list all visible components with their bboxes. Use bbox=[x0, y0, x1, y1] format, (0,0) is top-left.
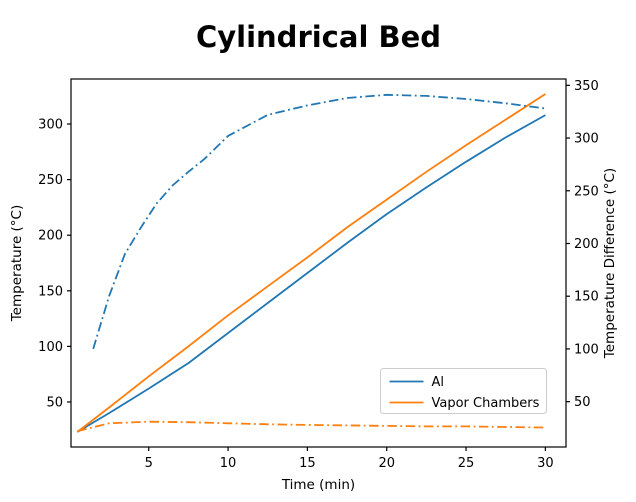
x-tick-label: 15 bbox=[299, 456, 316, 471]
left-y-tick-label: 200 bbox=[38, 229, 63, 244]
left-y-tick-label: 50 bbox=[46, 395, 63, 410]
right-y-tick-label: 200 bbox=[574, 237, 599, 252]
series-line-al-temperature-difference bbox=[92, 93, 546, 350]
x-axis-label: Time (min) bbox=[281, 477, 355, 493]
right-y-tick-label: 250 bbox=[574, 184, 599, 199]
x-tick-label: 10 bbox=[220, 456, 237, 471]
left-y-axis-label: Temperature (°C) bbox=[9, 205, 25, 323]
series-line-al bbox=[76, 114, 546, 433]
x-tick-label: 30 bbox=[537, 456, 554, 471]
legend-label-al: Al bbox=[432, 375, 445, 390]
right-y-tick-label: 50 bbox=[574, 395, 591, 410]
right-y-tick-label: 100 bbox=[574, 342, 599, 357]
left-y-tick-label: 100 bbox=[38, 340, 63, 355]
right-y-axis-label: Temperature Difference (°C) bbox=[602, 168, 618, 359]
left-y-tick-label: 250 bbox=[38, 173, 63, 188]
chart-title: Cylindrical Bed bbox=[195, 20, 442, 54]
right-y-tick-label: 350 bbox=[574, 79, 599, 94]
left-y-tick-label: 150 bbox=[38, 284, 63, 299]
x-tick-label: 5 bbox=[145, 456, 153, 471]
right-y-tick-label: 300 bbox=[574, 132, 599, 147]
series-line-vapor-chambers-temperature-difference bbox=[77, 420, 546, 433]
x-tick-label: 25 bbox=[458, 456, 475, 471]
series-line-vapor-chambers bbox=[76, 93, 546, 433]
axes-frame bbox=[70, 78, 567, 448]
x-tick-label: 20 bbox=[378, 456, 395, 471]
right-y-tick-label: 150 bbox=[574, 290, 599, 305]
left-y-tick-label: 300 bbox=[38, 118, 63, 133]
legend-label-vapor-chambers: Vapor Chambers bbox=[432, 396, 540, 411]
